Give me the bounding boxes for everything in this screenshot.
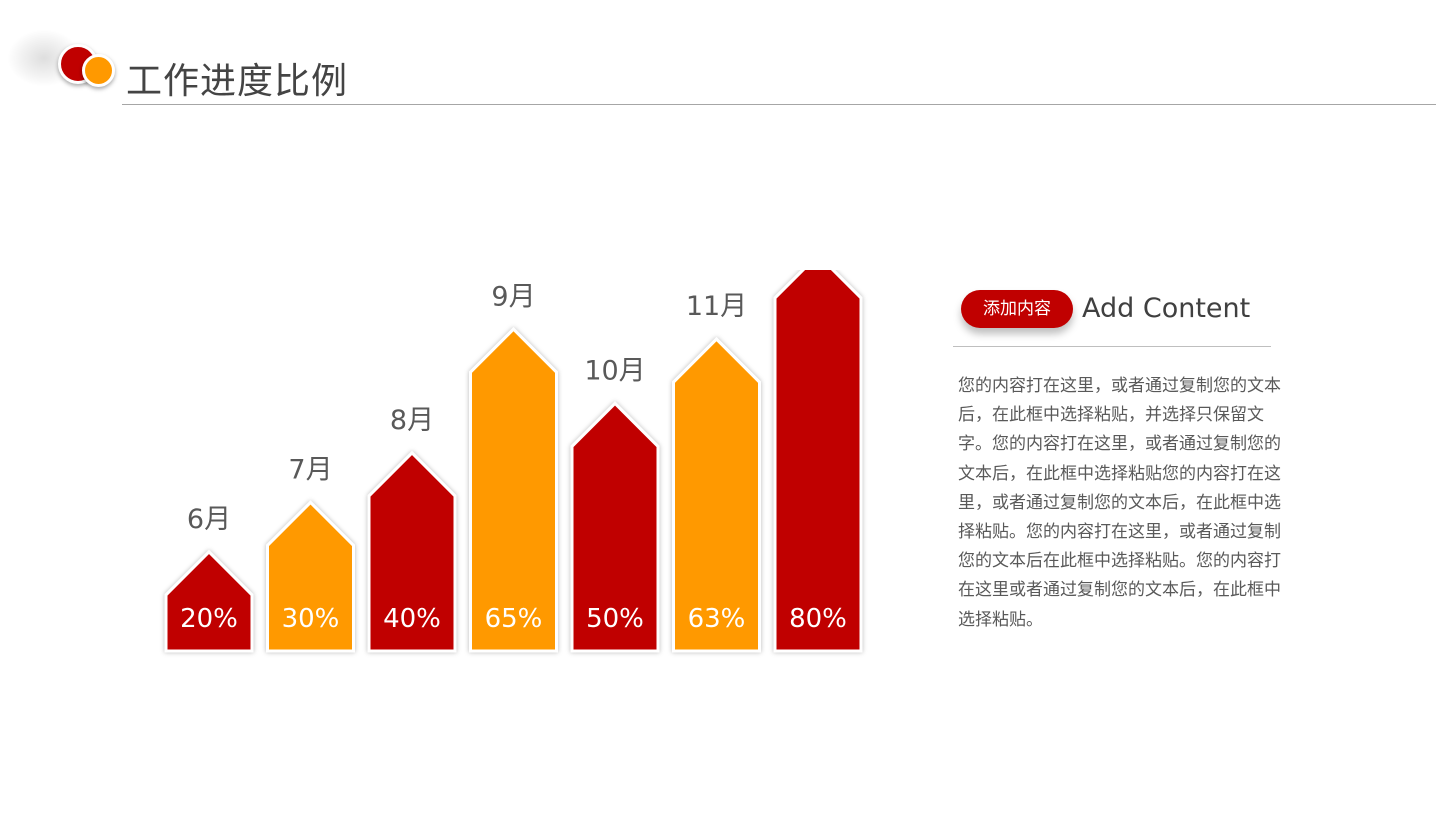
value-label: 80% xyxy=(789,604,847,634)
title-divider xyxy=(122,104,1436,105)
value-label: 65% xyxy=(485,604,543,634)
page-title: 工作进度比例 xyxy=(126,61,349,102)
panel-divider xyxy=(953,346,1271,347)
value-label: 50% xyxy=(586,604,644,634)
bar-6月 xyxy=(164,549,254,653)
bar-10月 xyxy=(570,401,660,653)
month-label: 6月 xyxy=(187,504,231,535)
month-label: 7月 xyxy=(288,455,332,486)
month-label: 9月 xyxy=(491,281,535,312)
add-content-tag: 添加内容 xyxy=(961,290,1073,328)
bar-8月 xyxy=(367,450,457,653)
logo xyxy=(54,40,124,90)
month-label: 11月 xyxy=(686,291,747,322)
month-label: 8月 xyxy=(390,405,434,436)
bar-7月 xyxy=(266,500,355,653)
bar-9月 xyxy=(469,327,558,653)
panel-heading: Add Content xyxy=(1082,293,1251,324)
orange-circle-icon xyxy=(82,54,115,87)
month-label: 10月 xyxy=(584,356,645,387)
value-label: 40% xyxy=(383,604,441,634)
value-label: 63% xyxy=(688,604,746,634)
bar-12月 xyxy=(773,270,863,653)
value-label: 20% xyxy=(180,604,238,634)
value-label: 30% xyxy=(282,604,340,634)
bar-11月 xyxy=(672,337,761,653)
panel-body-text: 您的内容打在这里，或者通过复制您的文本后，在此框中选择粘贴，并选择只保留文字。您… xyxy=(958,376,1281,630)
